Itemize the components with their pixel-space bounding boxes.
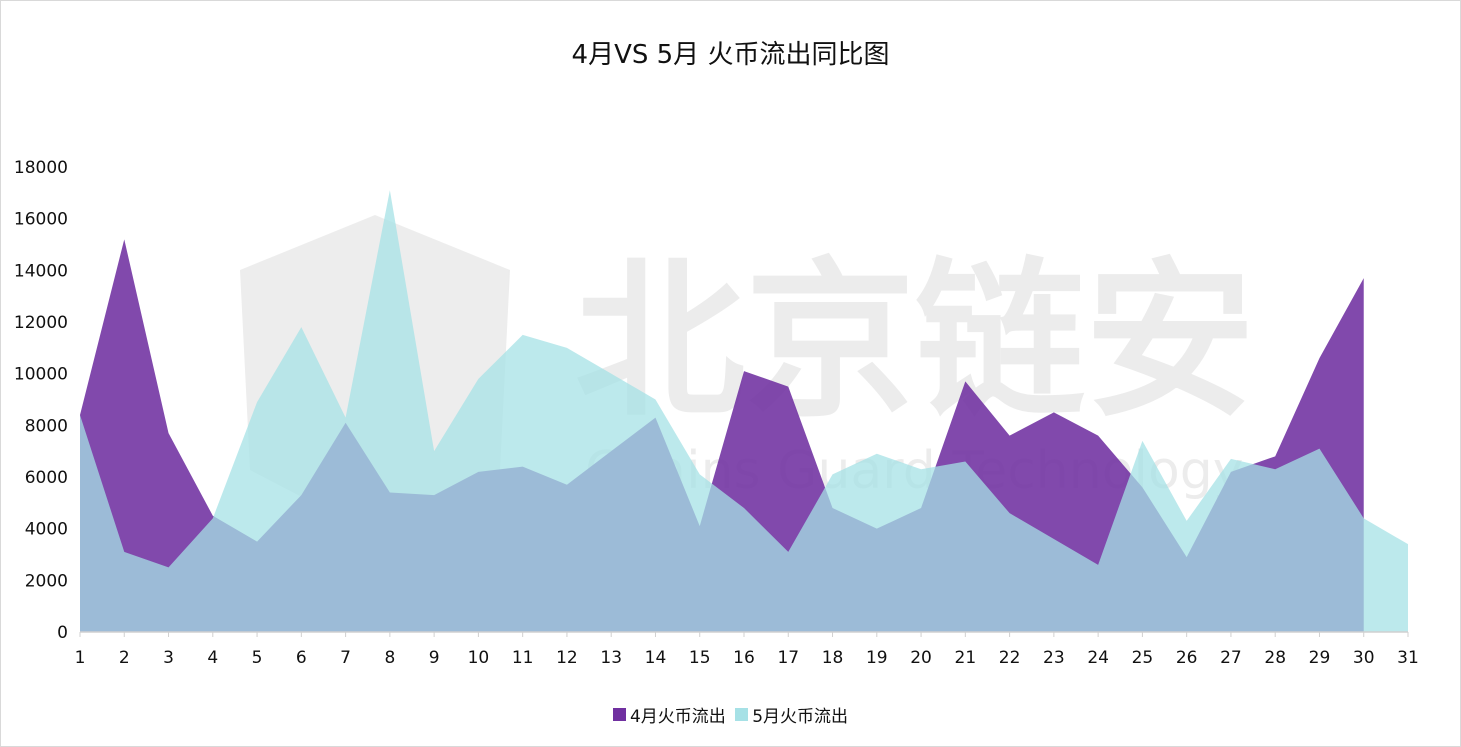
x-tick-label: 17 xyxy=(777,648,799,668)
x-tick-label: 15 xyxy=(689,648,711,668)
y-tick-label: 4000 xyxy=(25,520,68,540)
legend-label-april: 4月火币流出 xyxy=(629,707,726,727)
y-tick-label: 14000 xyxy=(14,261,68,281)
legend-swatch-april xyxy=(612,708,626,721)
series-area-may xyxy=(80,190,1408,632)
x-tick-label: 21 xyxy=(955,648,977,668)
x-tick-label: 18 xyxy=(822,648,844,668)
x-tick-label: 31 xyxy=(1397,648,1419,668)
x-tick-label: 9 xyxy=(429,648,440,668)
legend-swatch-may xyxy=(735,708,749,721)
x-tick-label: 12 xyxy=(556,648,578,668)
chart-title: 4月VS 5月 火币流出同比图 xyxy=(571,40,890,70)
x-tick-label: 13 xyxy=(600,648,622,668)
plot-areas xyxy=(80,190,1408,632)
y-tick-label: 6000 xyxy=(25,468,68,488)
y-tick-label: 8000 xyxy=(25,416,68,436)
watermark-main-text: 北京链安 xyxy=(575,243,1255,441)
y-tick-label: 12000 xyxy=(14,313,68,333)
x-tick-label: 20 xyxy=(910,648,932,668)
legend-item-april: 4月火币流出 xyxy=(612,702,726,727)
x-tick-label: 19 xyxy=(866,648,888,668)
y-tick-label: 10000 xyxy=(14,365,68,385)
x-tick-label: 16 xyxy=(733,648,755,668)
x-tick-label: 3 xyxy=(163,648,174,668)
x-tick-label: 10 xyxy=(468,648,490,668)
x-tick-label: 6 xyxy=(296,648,307,668)
x-tick-label: 8 xyxy=(384,648,395,668)
x-tick-label: 11 xyxy=(512,648,534,668)
legend-label-may: 5月火币流出 xyxy=(752,707,849,727)
x-tick-label: 22 xyxy=(999,648,1021,668)
x-tick-label: 28 xyxy=(1264,648,1286,668)
y-tick-label: 16000 xyxy=(14,210,68,230)
x-tick-label: 7 xyxy=(340,648,351,668)
x-tick-label: 24 xyxy=(1087,648,1109,668)
x-tick-label: 2 xyxy=(119,648,130,668)
x-tick-label: 30 xyxy=(1353,648,1375,668)
x-tick-label: 23 xyxy=(1043,648,1065,668)
x-tick-label: 29 xyxy=(1309,648,1331,668)
x-tick-label: 14 xyxy=(645,648,667,668)
x-tick-label: 4 xyxy=(207,648,218,668)
y-tick-label: 2000 xyxy=(25,571,68,591)
x-tick-label: 5 xyxy=(252,648,263,668)
x-tick-label: 26 xyxy=(1176,648,1198,668)
x-tick-label: 25 xyxy=(1132,648,1154,668)
x-tick-label: 27 xyxy=(1220,648,1242,668)
y-tick-label: 18000 xyxy=(14,158,68,178)
legend-item-may: 5月火币流出 xyxy=(735,702,848,727)
x-tick-label: 1 xyxy=(75,648,86,668)
axes: 1 2 3 4 5 6 7 8 9 10 11 12 13 14 15 16 17 18 19 20 21 22 23 24 2… xyxy=(14,158,1419,668)
legend: 4月火币流出 5月火币流出 xyxy=(0,702,1461,727)
y-tick-label: 0 xyxy=(57,623,68,643)
